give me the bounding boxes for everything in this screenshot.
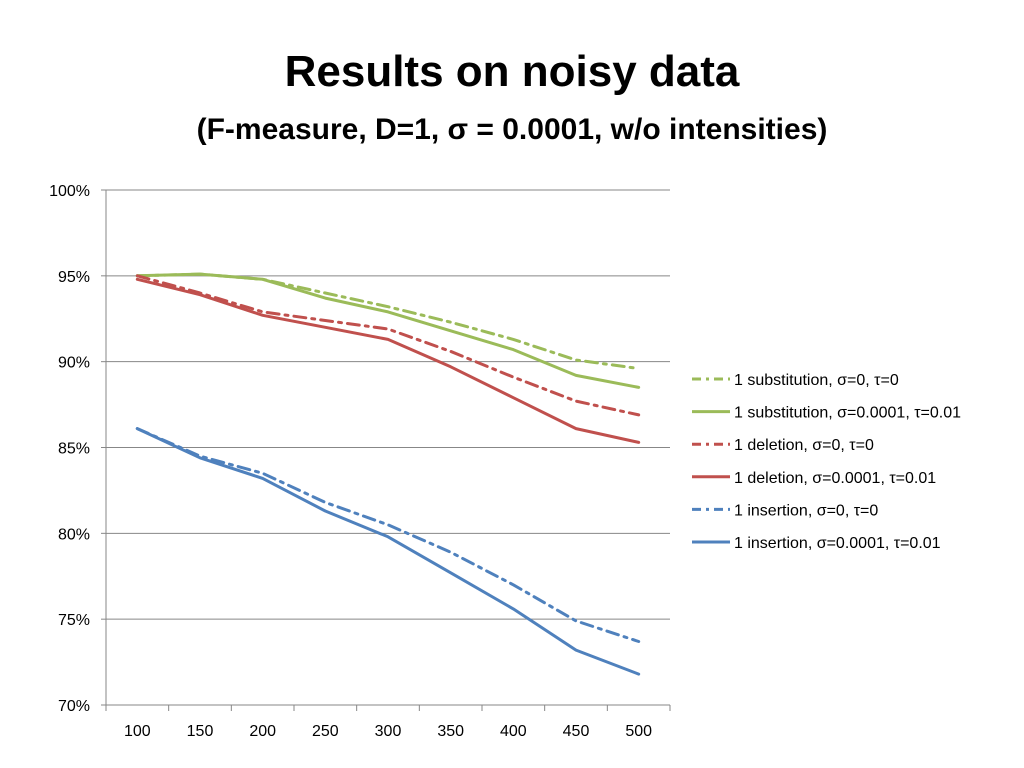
y-tick-label: 90% bbox=[58, 355, 90, 372]
y-tick-label: 80% bbox=[58, 526, 90, 543]
series-lines bbox=[135, 272, 641, 676]
x-tick-label: 300 bbox=[375, 723, 402, 740]
x-tick-label: 500 bbox=[625, 723, 652, 740]
y-tick-label: 95% bbox=[58, 269, 90, 286]
legend-label: 1 substitution, σ=0.0001, τ=0.01 bbox=[734, 405, 961, 422]
x-tick-label: 400 bbox=[500, 723, 527, 740]
series-line-6 bbox=[135, 427, 641, 676]
slide-title: Results on noisy data bbox=[284, 47, 740, 96]
legend: 1 substitution, σ=0, τ=0 1 substitution, … bbox=[692, 372, 961, 552]
x-tick-label: 100 bbox=[124, 723, 151, 740]
gridlines bbox=[106, 189, 670, 620]
x-tick-label: 150 bbox=[187, 723, 214, 740]
y-tick-label: 70% bbox=[58, 698, 90, 715]
x-tick-label: 250 bbox=[312, 723, 339, 740]
legend-label: 1 insertion, σ=0, τ=0 bbox=[734, 502, 878, 519]
x-axis-ticks: 100 150 200 250 300 350 400 450 500 bbox=[105, 705, 671, 740]
x-tick-label: 200 bbox=[249, 723, 276, 740]
y-tick-label: 100% bbox=[49, 183, 90, 200]
y-axis-ticks: 70% 75% 80% 85% 90% 95% 100% bbox=[49, 183, 106, 715]
series-line-3 bbox=[135, 274, 641, 417]
series-line-4 bbox=[135, 277, 641, 444]
series-line-1 bbox=[135, 272, 641, 370]
x-tick-label: 350 bbox=[437, 723, 464, 740]
y-tick-label: 85% bbox=[58, 441, 90, 458]
series-line-5 bbox=[135, 427, 641, 643]
legend-label: 1 deletion, σ=0, τ=0 bbox=[734, 437, 874, 454]
legend-label: 1 substitution, σ=0, τ=0 bbox=[734, 372, 899, 389]
series-line-2 bbox=[135, 272, 641, 389]
legend-label: 1 insertion, σ=0.0001, τ=0.01 bbox=[734, 535, 941, 552]
slide-subtitle: (F-measure, D=1, σ = 0.0001, w/o intensi… bbox=[196, 113, 828, 146]
y-tick-label: 75% bbox=[58, 612, 90, 629]
legend-label: 1 deletion, σ=0.0001, τ=0.01 bbox=[734, 470, 936, 487]
x-tick-label: 450 bbox=[563, 723, 590, 740]
